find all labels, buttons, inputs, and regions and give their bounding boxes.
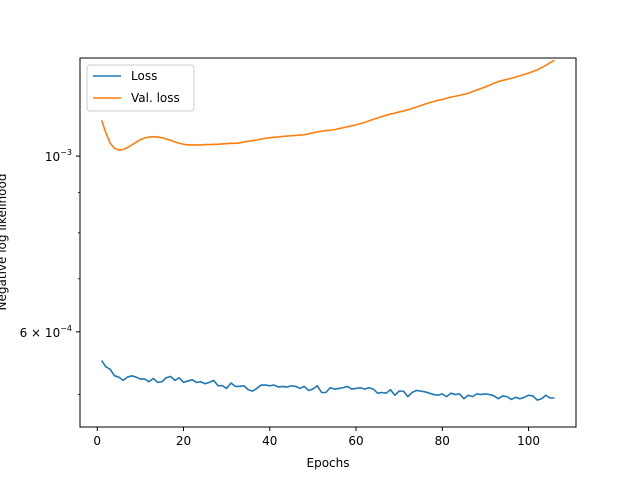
x-axis-label: Epochs	[307, 456, 350, 470]
x-tick-label: 20	[176, 434, 191, 448]
x-tick-label: 100	[517, 434, 540, 448]
x-axis-ticks: 0 20 40 60 80 100	[93, 427, 540, 448]
legend: Loss Val. loss	[86, 64, 195, 112]
series-line-val-loss	[100, 59, 555, 151]
x-tick-label: 0	[93, 434, 101, 448]
legend-label-val-loss: Val. loss	[131, 91, 180, 105]
axes-frame	[79, 57, 577, 428]
y-axis-ticks: 10−3 6 × 10−4	[20, 148, 80, 395]
y-axis-label: Negative log likelihood	[0, 174, 9, 311]
x-tick-label: 80	[435, 434, 450, 448]
series-line-loss	[100, 360, 555, 401]
x-tick-label: 40	[262, 434, 277, 448]
legend-label-loss: Loss	[131, 69, 157, 83]
y-tick-label: 6 × 10−4	[20, 324, 72, 340]
plot-lines	[100, 59, 555, 401]
y-tick-label: 10−3	[45, 148, 72, 164]
x-tick-label: 60	[348, 434, 363, 448]
